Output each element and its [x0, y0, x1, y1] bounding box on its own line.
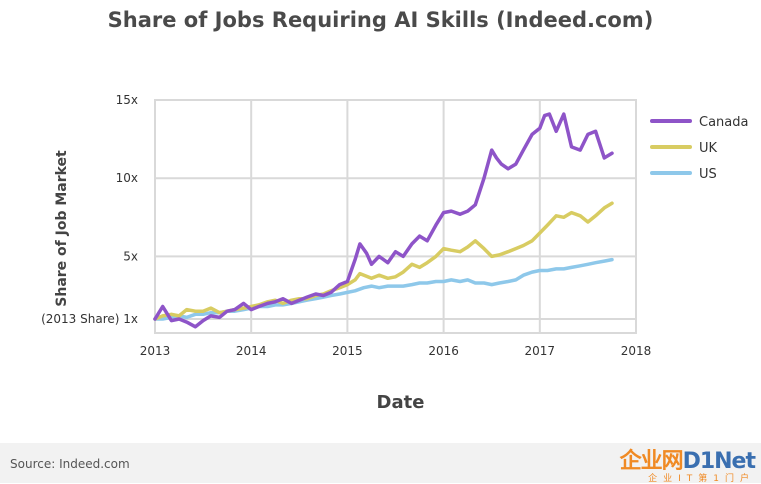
watermark-subtitle: 企业IT第1门户 — [648, 474, 755, 484]
x-axis-label: Date — [377, 392, 425, 413]
y-tick-label: 15x — [116, 93, 138, 107]
y-axis-label: Share of Job Market — [54, 150, 70, 307]
series-lines — [153, 112, 614, 329]
x-tick-label: 2015 — [332, 344, 363, 358]
source-note: Source: Indeed.com — [10, 457, 130, 471]
watermark-text-b: D1Net — [682, 449, 756, 474]
x-tick-label: 2014 — [236, 344, 267, 358]
x-tick-label: 2013 — [140, 344, 171, 358]
x-tick-label: 2017 — [525, 344, 556, 358]
y-tick-label: 10x — [116, 171, 138, 185]
series-line-us — [153, 257, 614, 321]
grid — [154, 99, 637, 334]
y-tick-label: (2013 Share) 1x — [41, 312, 138, 326]
legend: Canada UK US — [650, 115, 748, 182]
axes: 2013 2014 2015 2016 2017 2018 (2013 Share) 1x 5… — [41, 93, 651, 413]
line-chart: 2013 2014 2015 2016 2017 2018 (2013 Share) 1x 5… — [41, 93, 748, 413]
x-tick-label: 2018 — [621, 344, 652, 358]
legend-label-us: US — [699, 167, 717, 182]
x-tick-label: 2016 — [428, 344, 459, 358]
watermark-text-a: 企业网 — [619, 449, 684, 474]
legend-label-canada: Canada — [699, 115, 748, 130]
legend-label-uk: UK — [699, 141, 718, 156]
watermark-logo: 企业网D1Net 企业IT第1门户 — [619, 443, 756, 484]
footer-bar: Source: Indeed.com 企业网D1Net 企业IT第1门户 — [0, 443, 761, 484]
y-tick-label: 5x — [123, 249, 138, 263]
chart-title: Share of Jobs Requiring AI Skills (Indee… — [107, 8, 654, 32]
series-line-canada — [153, 112, 614, 329]
